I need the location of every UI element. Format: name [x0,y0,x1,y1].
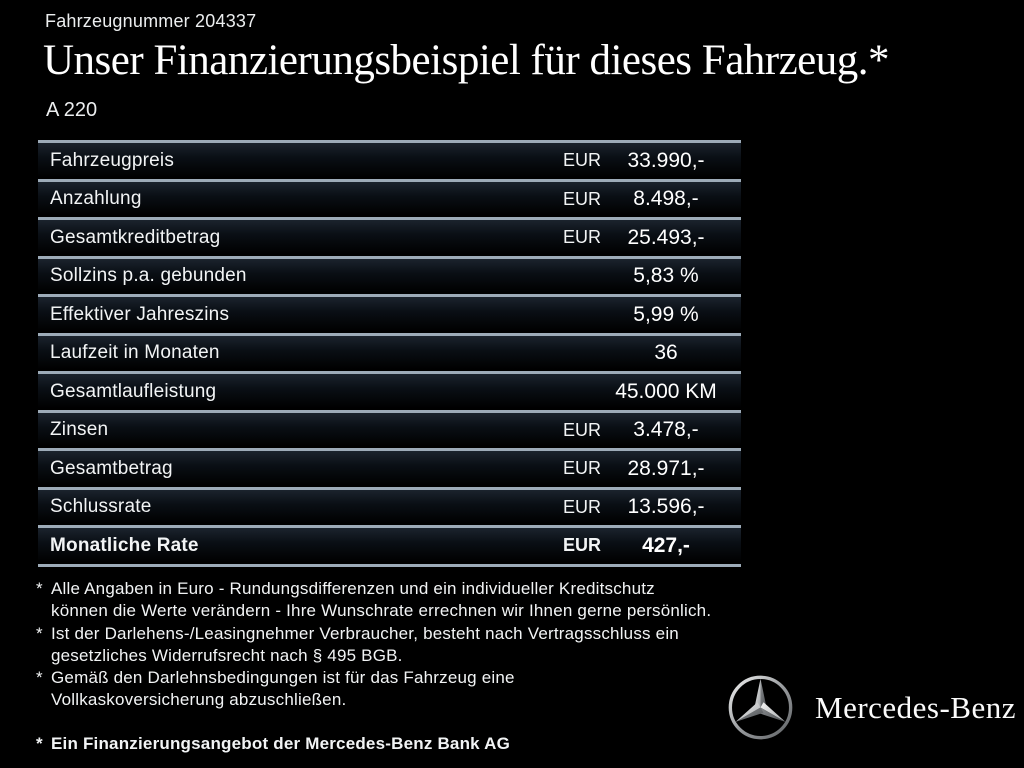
row-label: Fahrzeugpreis [50,149,175,171]
table-row: Effektiver Jahreszins 5,99 % [38,294,741,333]
footnote-text: gesetzliches Widerrufsrecht nach § 495 B… [51,645,403,665]
row-label: Sollzins p.a. gebunden [50,265,247,287]
row-label: Anzahlung [50,188,142,210]
footnote-marker: * [36,623,43,643]
table-row: Gesamtlaufleistung 45.000 KM [38,371,741,410]
row-label: Laufzeit in Monaten [50,342,220,364]
row-value: 36 [654,341,678,365]
row-label: Gesamtbetrag [50,457,173,479]
page-title: Unser Finanzierungsbeispiel für dieses F… [43,37,890,84]
row-label: Schlussrate [50,496,152,518]
row-currency: EUR [563,419,602,440]
footnote-text: Gemäß den Darlehnsbedingungen ist für da… [51,668,515,688]
footnote-line: * Alle Angaben in Euro - Rundungsdiffere… [36,578,736,600]
table-row: Sollzins p.a. gebunden 5,83 % [38,255,741,294]
row-label: Monatliche Rate [50,534,199,556]
footnote-text: Alle Angaben in Euro - Rundungsdifferenz… [51,579,655,598]
row-value: 33.990,- [627,148,705,172]
row-currency: EUR [563,535,602,556]
table-row: Gesamtkreditbetrag EUR 25.493,- [38,217,741,256]
row-value: 8.498,- [633,187,699,211]
row-value: 45.000 KM [615,379,717,403]
table-row: Schlussrate EUR 13.596,- [38,486,741,525]
brand-block: Mercedes-Benz [727,674,1016,741]
table-row: Gesamtbetrag EUR 28.971,- [38,448,741,487]
row-value: 28.971,- [627,456,705,480]
row-currency: EUR [563,150,602,171]
footnote-marker [36,600,51,622]
finance-table: Fahrzeugpreis EUR 33.990,- Anzahlung EUR… [38,140,741,567]
row-currency: EUR [563,227,602,248]
table-row: Laufzeit in Monaten 36 [38,332,741,371]
row-currency: EUR [563,496,602,517]
row-currency: EUR [563,458,602,479]
table-row: Monatliche Rate EUR 427,- [38,525,741,564]
row-currency: EUR [563,188,602,209]
row-value: 13.596,- [627,495,705,519]
footnote-line: * Gemäß den Darlehnsbedingungen ist für … [36,667,736,689]
footnotes: * Alle Angaben in Euro - Rundungsdiffere… [36,578,736,755]
row-value: 5,83 % [633,264,699,288]
table-row: Zinsen EUR 3.478,- [38,409,741,448]
table-row: Anzahlung EUR 8.498,- [38,178,741,217]
brand-wordmark: Mercedes-Benz [815,689,1017,725]
table-row: Fahrzeugpreis EUR 33.990,- [38,140,741,179]
footnote-marker [36,689,51,711]
footnote-line: * Ein Finanzierungsangebot der Mercedes-… [36,733,736,755]
footnote-line: Vollkaskoversicherung abzuschließen. [36,689,736,711]
footnote-marker: * [36,733,43,753]
footnote-line: * Ist der Darlehens-/Leasingnehmer Verbr… [36,623,736,645]
footnote-text: Ist der Darlehens-/Leasingnehmer Verbrau… [51,623,679,643]
row-value: 5,99 % [633,302,699,326]
row-label: Effektiver Jahreszins [50,303,230,325]
model-name: A 220 [46,99,98,121]
row-value: 3.478,- [633,418,699,442]
vehicle-number: Fahrzeugnummer 204337 [45,11,257,31]
footnote-marker [36,645,51,667]
row-label: Gesamtkreditbetrag [50,226,221,248]
footnote-marker: * [36,579,43,598]
footnote-marker: * [36,668,43,688]
mercedes-star-icon [728,675,793,740]
footnote-text: Ein Finanzierungsangebot der Mercedes-Be… [51,733,511,753]
row-value: 427,- [642,533,690,557]
footnote-text: können die Werte verändern - Ihre Wunsch… [51,601,712,621]
footnote-text: Vollkaskoversicherung abzuschließen. [51,690,347,710]
row-label: Gesamtlaufleistung [50,380,217,402]
row-value: 25.493,- [627,225,705,249]
row-label: Zinsen [50,419,109,441]
footnote-line: gesetzliches Widerrufsrecht nach § 495 B… [36,645,736,667]
footnote-line: können die Werte verändern - Ihre Wunsch… [36,600,736,622]
